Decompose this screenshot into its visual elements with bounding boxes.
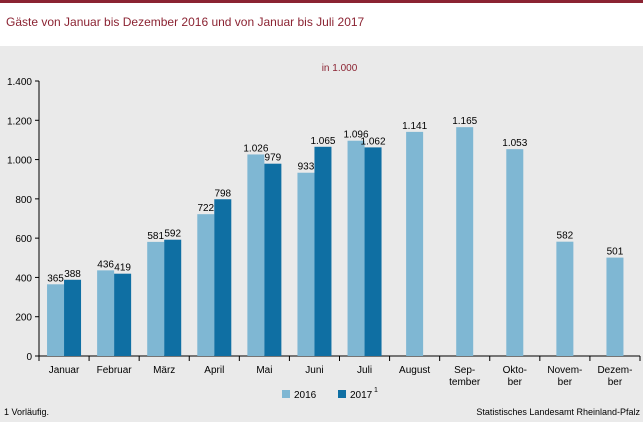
x-tick-label: Mai [256, 365, 272, 376]
bar-2017 [114, 273, 132, 356]
legend-label-2017: 2017 [350, 390, 373, 401]
bar-2016 [406, 131, 424, 356]
y-tick-label: 1.400 [7, 77, 32, 88]
bar-2016 [197, 214, 215, 356]
legend-swatch-2017 [338, 390, 346, 398]
y-tick-label: 1.000 [7, 156, 32, 167]
y-tick-label: 0 [26, 352, 32, 363]
bar-chart: in 1.000 0 200 400 600 800 1.000 1.200 1.400 365 3… [7, 63, 641, 401]
chart-area: in 1.000 0 200 400 600 800 1.000 1.200 1.400 365 3… [0, 46, 643, 422]
bar-label-2017: 979 [265, 153, 282, 164]
bar-label-2016: 933 [298, 162, 315, 173]
bar-2016 [347, 140, 365, 356]
y-tick-label: 400 [15, 273, 32, 284]
x-tick-label: ber [608, 377, 623, 388]
bar-label-2017: 1.062 [361, 136, 386, 147]
legend-label-2016: 2016 [294, 390, 317, 401]
x-tick-label: tember [449, 377, 481, 388]
x-tick-label: April [204, 365, 224, 376]
bar-2016 [47, 284, 65, 356]
x-tick-label: Dezem- [597, 365, 632, 376]
bar-2016 [147, 241, 165, 356]
x-tick-label: August [399, 365, 430, 376]
chart-title: Gäste von Januar bis Dezember 2016 und v… [6, 15, 365, 29]
bar-label-2016: 1.026 [243, 143, 268, 154]
x-tick-label: März [153, 365, 175, 376]
bar-label-2017: 419 [114, 263, 131, 274]
bar-2017 [364, 147, 382, 356]
y-tick-label: 200 [15, 313, 32, 324]
source-credit: Statistisches Landesamt Rheinland-Pfalz [476, 407, 640, 417]
unit-label: in 1.000 [322, 63, 358, 74]
bar-2016 [247, 154, 265, 356]
bar-label-2016: 1.141 [402, 121, 427, 132]
x-tick-label: Sep- [454, 365, 475, 376]
bar-label-2017: 388 [64, 269, 81, 280]
x-tick-label: ber [558, 377, 573, 388]
bar-label-2016: 501 [607, 247, 624, 258]
bar-2017 [164, 239, 182, 356]
legend-swatch-2016 [282, 390, 290, 398]
bar-2016 [297, 172, 315, 356]
bar-2017 [214, 199, 232, 356]
bar-2017 [264, 163, 282, 356]
bar-label-2016: 582 [557, 231, 574, 242]
x-tick-label: Juli [357, 365, 372, 376]
bar-label-2016: 1.053 [502, 138, 527, 149]
bar-label-2017: 1.065 [310, 136, 335, 147]
bar-2016 [456, 127, 474, 357]
bar-2016 [556, 241, 574, 356]
bar-label-2016: 436 [97, 259, 114, 270]
x-tick-label: Juni [305, 365, 323, 376]
x-tick-label: Novem- [547, 365, 582, 376]
bar-2017 [64, 279, 82, 356]
bar-2016 [606, 257, 624, 356]
footnote: 1 Vorläufig. [4, 407, 50, 417]
top-accent-border [0, 0, 643, 3]
bar-label-2016: 1.165 [452, 116, 477, 127]
x-tick-label: Januar [49, 365, 80, 376]
x-tick-label: Okto- [503, 365, 527, 376]
x-tick-label: ber [508, 377, 523, 388]
bar-label-2016: 722 [197, 203, 214, 214]
bar-label-2016: 1.096 [344, 130, 369, 141]
y-tick-label: 600 [15, 234, 32, 245]
bar-label-2016: 581 [147, 231, 164, 242]
bar-label-2017: 592 [164, 229, 181, 240]
x-tick-label: Februar [97, 365, 133, 376]
y-tick-label: 1.200 [7, 116, 32, 127]
y-tick-label: 800 [15, 195, 32, 206]
bar-label-2016: 365 [47, 273, 64, 284]
bar-2016 [506, 149, 524, 356]
legend-footnote-marker: 1 [374, 387, 378, 394]
bar-2016 [97, 270, 115, 356]
bar-label-2017: 798 [214, 188, 231, 199]
bar-2017 [314, 146, 332, 356]
